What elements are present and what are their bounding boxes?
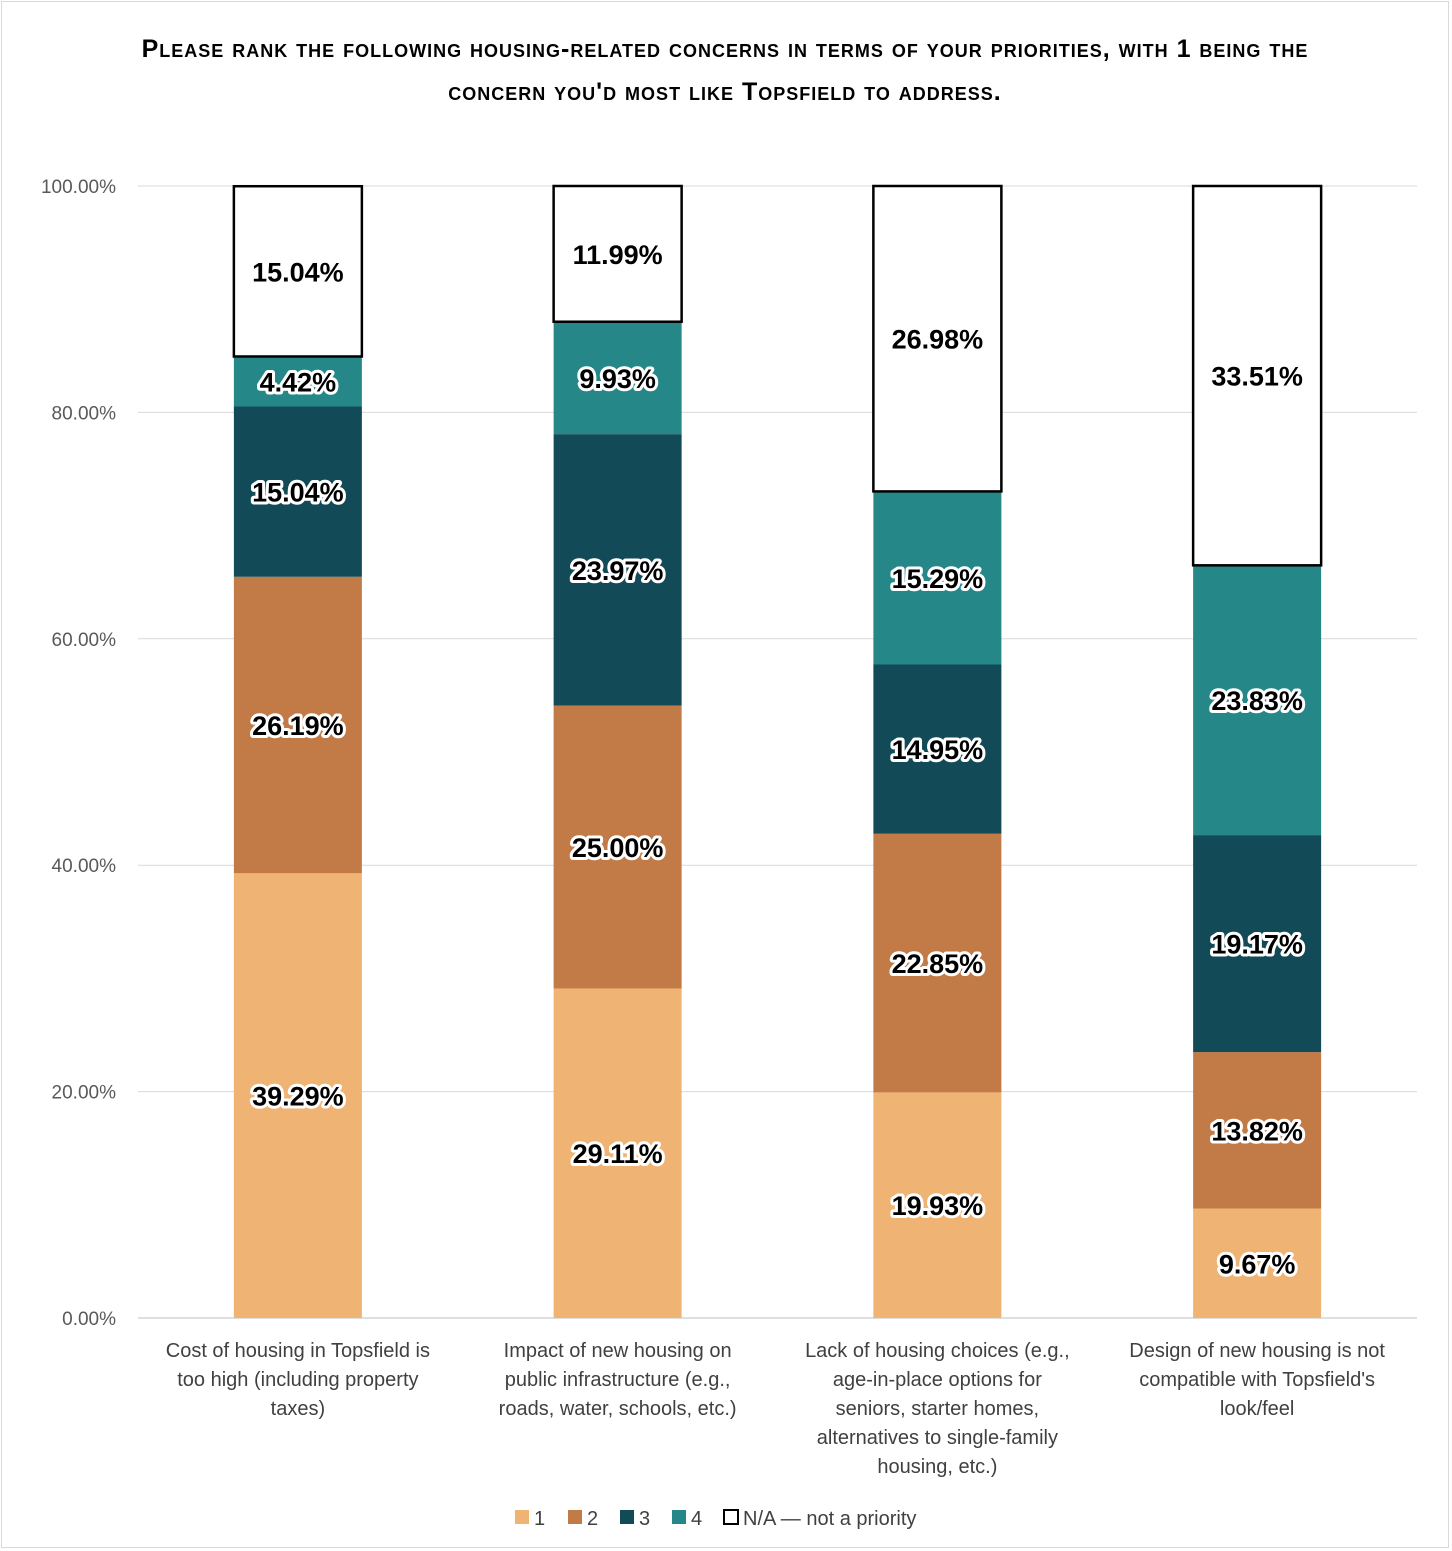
legend-label: 1 (534, 1508, 545, 1530)
data-label: 15.29% (892, 564, 984, 594)
bar-segment (553, 988, 682, 1318)
x-axis: Cost of housing in Topsfield is too high … (166, 1340, 1386, 1478)
legend-label: N/A — not a priority (743, 1508, 916, 1530)
bar-segment (1193, 1052, 1322, 1209)
data-label: 19.17% (1211, 930, 1303, 960)
x-category-label: Impact of new housing on public infrastru… (499, 1340, 737, 1420)
bar-segment (873, 1092, 1002, 1318)
bar-segment (233, 576, 362, 874)
legend-swatch (672, 1510, 686, 1524)
legend-label: 4 (691, 1508, 702, 1530)
bar-segment (872, 184, 1003, 493)
bar-segment (233, 406, 362, 577)
data-label: 26.19% (252, 711, 344, 741)
legend-label: 2 (587, 1508, 598, 1530)
legend-swatch (515, 1510, 529, 1524)
bar-segment (553, 321, 682, 435)
y-axis: 0.00% 20.00% 40.00% 60.00% 80.00% 100.00% (41, 177, 116, 1330)
bar-segment (233, 356, 362, 407)
data-label: 9.67% (1219, 1249, 1296, 1279)
data-label: 22.85% (892, 949, 984, 979)
x-category-label: Design of new housing is not compatible w… (1129, 1340, 1385, 1420)
bar-segment (873, 491, 1002, 665)
legend-swatch (620, 1510, 634, 1524)
data-label: 9.93% (579, 364, 656, 394)
data-label: 29.11% (573, 1139, 663, 1169)
y-tick-label: 40.00% (52, 856, 117, 877)
y-tick-label: 0.00% (62, 1309, 116, 1330)
bar-segment (232, 184, 364, 358)
bar-segment (1193, 1208, 1322, 1318)
data-label: 15.04% (252, 478, 344, 508)
bar-segment (1193, 565, 1322, 836)
data-label: 39.29% (252, 1082, 344, 1112)
chart-title: Please rank the following housing-relate… (141, 35, 1309, 106)
data-label: 11.99% (573, 240, 663, 270)
y-tick-label: 80.00% (52, 403, 117, 424)
data-label: 14.95% (892, 735, 984, 765)
y-tick-label: 20.00% (52, 1083, 117, 1104)
legend: 1 2 3 4 N/A — not a priority (515, 1508, 916, 1530)
bar-segment (233, 873, 362, 1318)
bar-segment (873, 833, 1002, 1093)
data-label: 23.97% (572, 556, 664, 586)
x-category-label: Cost of housing in Topsfield is too high … (166, 1340, 430, 1420)
legend-swatch (723, 1509, 739, 1525)
data-label: 33.51% (1211, 362, 1303, 392)
y-tick-label: 60.00% (52, 630, 117, 651)
data-label: 13.82% (1211, 1116, 1303, 1146)
bar-segment (873, 664, 1002, 834)
bar-segment (1191, 184, 1323, 567)
y-tick-label: 100.00% (41, 177, 116, 198)
data-label: 23.83% (1211, 686, 1303, 716)
data-label: 25.00% (572, 833, 664, 863)
legend-swatch (568, 1510, 582, 1524)
bar-segment (1193, 835, 1322, 1053)
data-labels: 39.29% 26.19% 15.04% 4.42% 15.04% 29.11% 25.00… (249, 237, 1306, 1282)
data-label: 15.04% (252, 257, 344, 287)
x-category-label: Lack of housing choices (e.g., age-in-pla… (805, 1340, 1070, 1478)
bar-segment (552, 184, 683, 323)
data-label: 26.98% (892, 325, 984, 355)
legend-label: 3 (639, 1508, 650, 1530)
data-label: 4.42% (260, 367, 337, 397)
bar-segment (553, 705, 682, 989)
data-label: 19.93% (892, 1191, 984, 1221)
bar-segment (553, 434, 682, 706)
bars (232, 184, 1323, 1318)
